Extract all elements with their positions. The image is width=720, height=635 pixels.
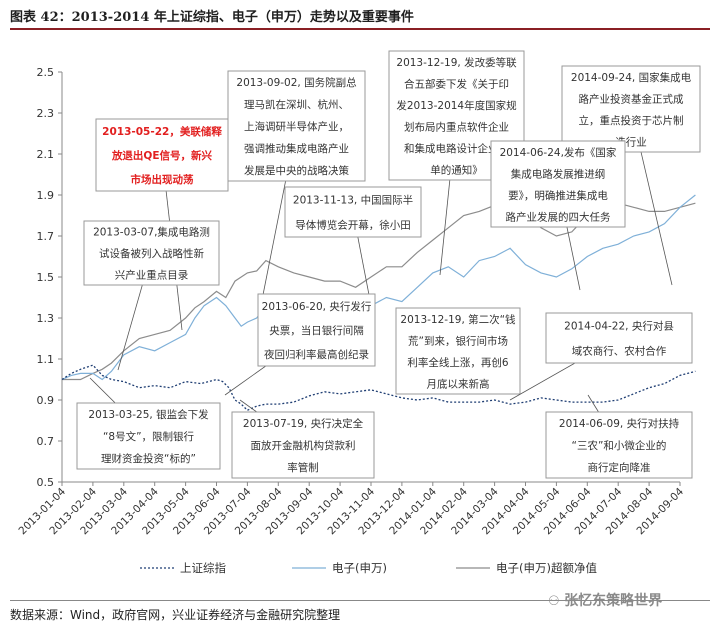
annotation-text: 2013-09-02, 国务院副总 [236, 76, 357, 89]
annotation-text: 2013-05-22，美联储释 [102, 125, 222, 138]
annotation-text: 央票，当日银行间隔 [269, 324, 364, 337]
legend-label: 电子(申万)超额净值 [496, 561, 597, 575]
y-tick-label: 2.1 [37, 148, 55, 161]
annotation-text: 利率全线上涨，再创6 [407, 356, 508, 369]
annotation-box [284, 186, 422, 238]
annotation-text: 路产业投资基金正式成 [579, 92, 684, 105]
legend-label: 上证综指 [180, 561, 226, 575]
annotation-text: 兴产业重点目录 [115, 268, 189, 281]
watermark-text: 张忆东策略世界 [564, 593, 663, 609]
y-tick-label: 0.5 [37, 476, 55, 489]
watermark: ⚇ 张忆东策略世界 [548, 590, 662, 610]
y-tick-label: 1.3 [37, 312, 55, 325]
wechat-icon: ⚇ [548, 594, 565, 609]
annotation-box [257, 293, 376, 367]
annotation-text: 2013-07-19, 央行决定全 [243, 417, 364, 430]
y-tick-label: 1.7 [37, 230, 55, 243]
annotation-text: 试设备被列入战略性新 [99, 247, 204, 260]
series-line-2 [62, 194, 696, 381]
annotation-text: 2013-03-25, 银监会下发 [88, 408, 209, 421]
annotation-text: 理财资金投资“标的” [101, 452, 196, 465]
annotation-text: 导体博览会开幕，徐小田 [295, 219, 411, 232]
y-tick-label: 0.7 [37, 435, 55, 448]
y-tick-label: 0.9 [37, 394, 55, 407]
annotation-text: 强调推动集成电路产业 [244, 142, 349, 155]
annotation-text: 发展是中央的战略决策 [244, 164, 349, 177]
annotation-text: 立，重点投资于芯片制 [579, 114, 684, 127]
annotation-box [490, 140, 626, 228]
annotation-text: 域农商行、农村合作 [572, 345, 667, 358]
annotation-text: 2014-06-09, 央行对扶持 [559, 417, 680, 430]
annotation-text: 2014-06-24,发布《国家 [500, 146, 617, 159]
annotation-box [95, 118, 229, 192]
annotation-text: 集成电路发展推进纲 [511, 167, 606, 180]
annotation-box [227, 70, 366, 182]
annotation-text: 2014-09-24, 国家集成电 [571, 71, 692, 84]
annotation-text: 放退出QE信号，新兴 [111, 149, 213, 162]
annotation-text: 上海调研半导体产业， [244, 120, 349, 133]
annotation-text: 单的通知》 [430, 163, 483, 176]
annotation-box [545, 411, 693, 479]
annotation-text: 路产业发展的四大任务 [506, 210, 611, 223]
annotation-text: 2014-04-22, 央行对县 [564, 320, 674, 333]
annotation-box [545, 312, 693, 364]
annotation-text: 要》，明确推进集成电 [508, 189, 608, 202]
annotation-text: 2013-06-20, 央行发行 [262, 300, 372, 313]
annotation-text: 划布局内重点软件企业 [404, 120, 509, 133]
series-line-0 [61, 364, 696, 412]
source-note: 数据来源：Wind，政府官网，兴业证券经济与金融研究院整理 [10, 608, 341, 622]
annotation-text: 2013-11-13, 中国国际半 [293, 194, 413, 207]
annotation-text: 率管制 [287, 461, 319, 474]
annotation-text: 面放开金融机构贷款利 [251, 439, 356, 452]
legend-label: 电子(申万) [332, 561, 387, 575]
y-tick-label: 1.9 [37, 189, 55, 202]
annotation-text: 发2013-2014年度国家规 [396, 99, 517, 112]
annotation-text: 夜回归利率最高创纪录 [264, 348, 369, 361]
y-tick-label: 1.5 [37, 271, 55, 284]
annotation-text: “三农”和小微企业的 [572, 439, 667, 452]
y-tick-label: 1.1 [37, 353, 55, 366]
annotation-text: 商行定向降准 [588, 461, 651, 474]
annotation-text: 月底以来新高 [427, 377, 490, 390]
annotation-box [561, 65, 701, 153]
annotation-text: 2013-12-19, 第二次“钱 [400, 313, 516, 326]
title-divider [10, 28, 710, 30]
annotation-text: 2013-03-07,集成电路测 [93, 226, 210, 239]
annotation-box [395, 307, 521, 395]
annotation-text: “8号文”，限制银行 [103, 430, 195, 443]
annotation-box [76, 402, 221, 470]
annotation-text: 2013-12-19, 发改委等联 [396, 56, 517, 69]
annotation-text: 和集成电路设计企业名 [404, 142, 509, 155]
source-divider [10, 600, 710, 601]
annotation-text: 理马凯在深圳、杭州、 [244, 98, 349, 111]
annotation-text: 合五部委下发《关于印 [404, 77, 509, 90]
chart-title: 图表 42：2013-2014 年上证综指、电子（申万）走势以及重要事件 [10, 10, 414, 25]
annotation-box [231, 411, 375, 479]
annotation-text: 市场出现动荡 [131, 173, 194, 186]
annotation-box [83, 220, 220, 286]
y-tick-label: 2.3 [37, 107, 55, 120]
annotation-text: 荒”到来，银行间市场 [408, 334, 508, 347]
y-tick-label: 2.5 [37, 66, 55, 79]
